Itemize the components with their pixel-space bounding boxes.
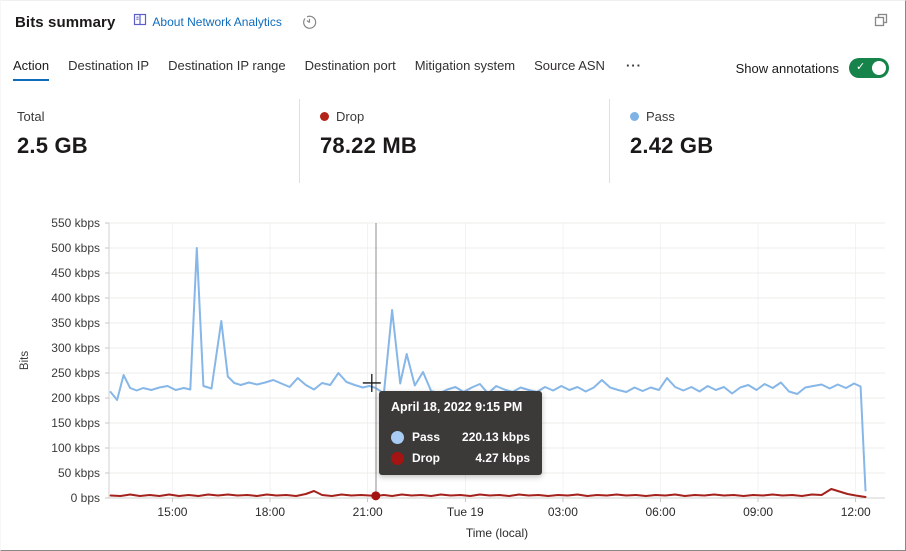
y-tick-label: 500 kbps: [51, 241, 100, 255]
y-tick-label: 550 kbps: [51, 216, 100, 230]
y-tick-label: 100 kbps: [51, 441, 100, 455]
tab-mitigation-system[interactable]: Mitigation system: [414, 58, 516, 73]
x-tick-label: 15:00: [157, 505, 187, 519]
bits-line-chart[interactable]: 15:00 18:00 21:00 Tue 19 03:00 06:00 09:00 12:0…: [1, 204, 906, 551]
y-tick-label: 200 kbps: [51, 391, 100, 405]
y-axis-title: Bits: [19, 351, 31, 370]
stat-label: Drop: [336, 108, 365, 124]
about-link-label: About Network Analytics: [152, 15, 282, 29]
x-tick-label: 06:00: [645, 505, 675, 519]
tooltip-row-pass: Pass 220.13 kbps: [391, 430, 530, 444]
chart-tooltip: April 18, 2022 9:15 PM Pass 220.13 kbps Dr…: [379, 391, 543, 475]
pass-series-dot-icon: [630, 111, 639, 121]
tab-destination-ip[interactable]: Destination IP: [68, 58, 150, 73]
tab-action[interactable]: Action: [13, 55, 50, 81]
tab-destination-ip-range[interactable]: Destination IP range: [168, 58, 286, 73]
x-tick-label: 12:00: [841, 505, 871, 519]
y-tick-label: 300 kbps: [51, 341, 100, 355]
panel-header: Bits summary About Network Analytics: [15, 13, 317, 31]
x-tick-label: 09:00: [743, 505, 773, 519]
stat-label: Total: [17, 108, 45, 124]
tooltip-series-value: 4.27 kbps: [475, 451, 531, 465]
stat-value: 2.42 GB: [630, 133, 714, 158]
tooltip-row-drop: Drop 4.27 kbps: [391, 451, 530, 465]
x-axis-title: Time (local): [466, 526, 528, 540]
toggle-knob: [872, 61, 886, 75]
y-tick-label: 150 kbps: [51, 416, 100, 430]
y-tick-label: 50 kbps: [58, 466, 100, 480]
y-tick-label: 400 kbps: [51, 291, 100, 305]
tooltip-rows: Pass 220.13 kbps Drop 4.27 kbps: [391, 430, 530, 465]
x-tick-label: 21:00: [353, 505, 383, 519]
stat-value: 2.5 GB: [17, 133, 88, 158]
pass-line-series: [109, 247, 867, 492]
maximize-restore-button[interactable]: [870, 11, 892, 33]
tooltip-timestamp: April 18, 2022 9:15 PM: [391, 400, 523, 414]
drop-line-series: [109, 488, 867, 498]
pass-series-dot-icon: [391, 430, 404, 444]
stat-value: 78.22 MB: [320, 133, 417, 158]
tooltip-series-label: Pass: [412, 430, 441, 444]
tooltip-series-value: 220.13 kbps: [462, 430, 531, 444]
show-annotations-toggle[interactable]: ✓: [849, 58, 889, 78]
about-network-analytics-link[interactable]: About Network Analytics: [133, 13, 282, 31]
time-range-clock-icon[interactable]: [302, 15, 317, 30]
summary-stat-cards: Total 2.5 GB Drop 78.22 MB Pass 2.42 GB: [1, 99, 905, 183]
tabs-overflow-button[interactable]: ···: [625, 57, 642, 73]
y-tick-label: 450 kbps: [51, 266, 100, 280]
y-tick-label: 350 kbps: [51, 316, 100, 330]
drop-series-dot-icon: [391, 451, 404, 465]
y-tick-label: 250 kbps: [51, 366, 100, 380]
book-icon: [133, 13, 147, 31]
show-annotations-label: Show annotations: [735, 60, 839, 76]
tooltip-series-label: Drop: [412, 451, 440, 465]
toggle-check-icon: ✓: [856, 61, 866, 73]
drop-hover-point: [371, 491, 381, 501]
restore-icon: [873, 12, 889, 33]
stat-card-drop: Drop 78.22 MB: [299, 99, 609, 183]
drop-series-dot-icon: [320, 111, 329, 121]
x-tick-label: 18:00: [255, 505, 285, 519]
tab-source-asn[interactable]: Source ASN: [534, 58, 605, 73]
pivot-tabs: Action Destination IP Destination IP range…: [13, 55, 889, 81]
show-annotations-control: Show annotations ✓: [736, 58, 889, 78]
tab-destination-port[interactable]: Destination port: [304, 58, 396, 73]
page-title: Bits summary: [15, 13, 116, 31]
x-tick-label: 03:00: [548, 505, 578, 519]
bits-chart-area: 15:00 18:00 21:00 Tue 19 03:00 06:00 09:00 12:0…: [1, 204, 906, 551]
x-tick-label: Tue 19: [447, 505, 484, 519]
y-tick-label: 0 bps: [71, 491, 100, 505]
stat-card-total: Total 2.5 GB: [1, 99, 299, 183]
stat-card-pass: Pass 2.42 GB: [609, 99, 713, 183]
stat-label: Pass: [646, 108, 675, 124]
